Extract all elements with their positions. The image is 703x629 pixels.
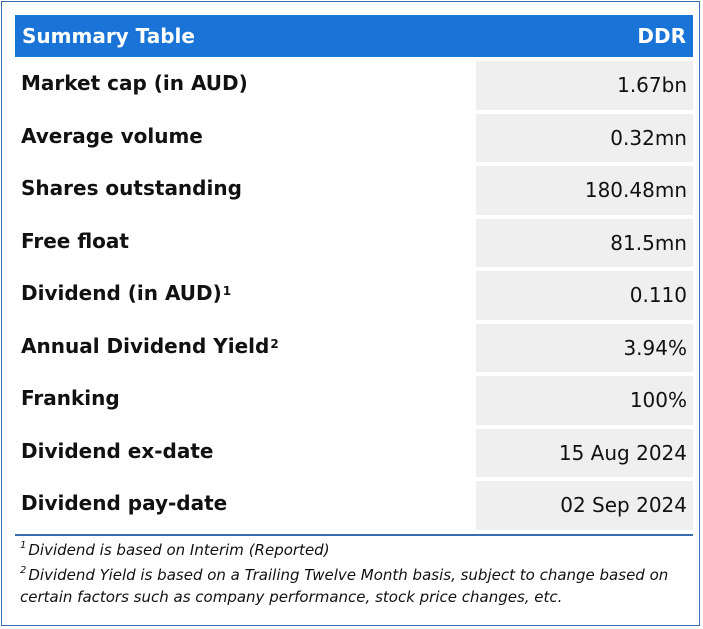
- row-label: Free float: [15, 215, 468, 268]
- footnotes: 1 Dividend is based on Interim (Reported)…: [20, 536, 700, 608]
- footnote-marker: 1: [222, 284, 232, 299]
- row-label-text: Dividend (in AUD): [21, 281, 222, 306]
- row-value: 100%: [476, 376, 693, 425]
- row-label-text: Annual Dividend Yield: [21, 333, 270, 358]
- row-label-text: Dividend pay-date: [21, 491, 228, 516]
- footnote-text: Dividend Yield is based on a Trailing Tw…: [20, 566, 669, 606]
- row-label-text: Franking: [21, 386, 120, 411]
- row-value: 180.48mn: [476, 166, 693, 215]
- table-title: Summary Table: [22, 24, 195, 48]
- row-label-text: Shares outstanding: [21, 176, 242, 201]
- footnote-number: 2: [20, 565, 27, 576]
- table-header: Summary Table DDR: [15, 15, 693, 57]
- table-row: Franking 100%: [15, 372, 693, 425]
- footnote-item: 2 Dividend Yield is based on a Trailing T…: [20, 561, 700, 608]
- row-label: Dividend pay-date: [15, 477, 468, 530]
- table-bottom-rule: [15, 533, 693, 536]
- row-label: Average volume: [15, 110, 468, 163]
- row-label: Market cap (in AUD): [15, 57, 468, 110]
- footnote-number: 1: [20, 540, 27, 551]
- row-value: 0.32mn: [476, 113, 693, 162]
- row-label: Dividend ex-date: [15, 425, 468, 478]
- row-value: 02 Sep 2024: [476, 481, 693, 530]
- row-label-text: Dividend ex-date: [21, 438, 214, 463]
- table-row: Dividend ex-date 15 Aug 2024: [15, 425, 693, 478]
- summary-table: Summary Table DDR Market cap (in AUD) 1.…: [15, 15, 693, 536]
- table-row: Annual Dividend Yield 2 3.94%: [15, 320, 693, 373]
- table-row: Dividend pay-date 02 Sep 2024: [15, 477, 693, 530]
- table-row: Dividend (in AUD) 1 0.110: [15, 267, 693, 320]
- row-label: Annual Dividend Yield 2: [15, 320, 468, 373]
- footnote-item: 1 Dividend is based on Interim (Reported): [20, 536, 700, 561]
- row-value: 15 Aug 2024: [476, 428, 693, 477]
- table-row: Shares outstanding 180.48mn: [15, 162, 693, 215]
- row-label: Shares outstanding: [15, 162, 468, 215]
- row-value: 1.67bn: [476, 61, 693, 110]
- row-value: 3.94%: [476, 323, 693, 372]
- table-row: Free float 81.5mn: [15, 215, 693, 268]
- row-value: 81.5mn: [476, 218, 693, 267]
- row-value: 0.110: [476, 271, 693, 320]
- row-label-text: Free float: [21, 228, 129, 253]
- footnote-text: Dividend is based on Interim (Reported): [28, 541, 330, 559]
- row-label: Dividend (in AUD) 1: [15, 267, 468, 320]
- row-label-text: Average volume: [21, 123, 203, 148]
- row-label-text: Market cap (in AUD): [21, 71, 248, 96]
- table-row: Market cap (in AUD) 1.67bn: [15, 57, 693, 110]
- row-label: Franking: [15, 372, 468, 425]
- ticker-label: DDR: [637, 24, 686, 48]
- footnote-marker: 2: [270, 336, 279, 351]
- table-row: Average volume 0.32mn: [15, 110, 693, 163]
